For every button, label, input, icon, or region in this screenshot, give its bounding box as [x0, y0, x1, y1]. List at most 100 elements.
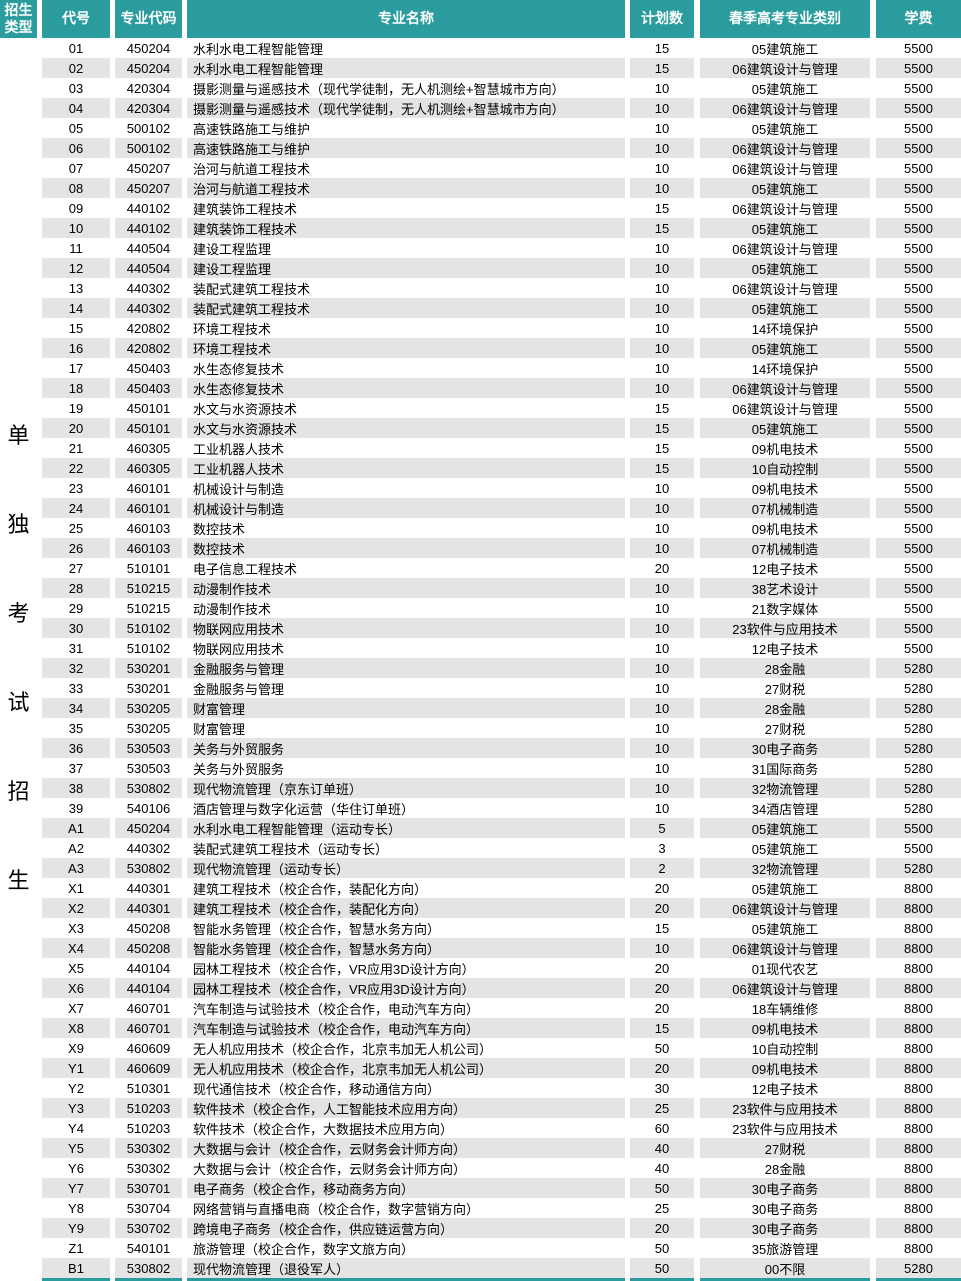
cell-plan-count: 50	[630, 1258, 694, 1278]
cell-id: Y1	[42, 1058, 110, 1078]
cell-plan-count: 10	[630, 258, 694, 278]
cell-fee: 5500	[876, 498, 961, 518]
cell-fee: 5500	[876, 818, 961, 838]
cell-id: X8	[42, 1018, 110, 1038]
cell-major-name: 装配式建筑工程技术（运动专长）	[187, 838, 625, 858]
cell-category: 27财税	[700, 678, 870, 698]
cell-category: 32物流管理	[700, 858, 870, 878]
cell-major-name: 园林工程技术（校企合作，VR应用3D设计方向）	[187, 978, 625, 998]
col-header-3: 专业代码	[115, 0, 182, 38]
cell-plan-count: 15	[630, 458, 694, 478]
cell-id: X3	[42, 918, 110, 938]
cell-fee: 8800	[876, 1098, 961, 1118]
cell-category: 06建筑设计与管理	[700, 398, 870, 418]
cell-category: 28金融	[700, 698, 870, 718]
cell-category: 05建筑施工	[700, 818, 870, 838]
cell-fee: 5500	[876, 118, 961, 138]
cell-id: 13	[42, 278, 110, 298]
cell-fee: 5280	[876, 658, 961, 678]
cell-plan-count: 15	[630, 438, 694, 458]
cell-plan-count: 10	[630, 658, 694, 678]
table-row: 37 530503 关务与外贸服务 10 31国际商务 5280	[0, 758, 961, 778]
cell-category: 06建筑设计与管理	[700, 978, 870, 998]
cell-category: 06建筑设计与管理	[700, 278, 870, 298]
cell-id: 19	[42, 398, 110, 418]
cell-plan-count: 50	[630, 1238, 694, 1258]
table-row: X2 440301 建筑工程技术（校企合作，装配化方向） 20 06建筑设计与管理 880…	[0, 898, 961, 918]
table-bottom-border	[0, 1278, 961, 1281]
admission-type-char: 生	[7, 867, 30, 893]
cell-major-code: 460101	[115, 498, 182, 518]
cell-id: 15	[42, 318, 110, 338]
cell-category: 06建筑设计与管理	[700, 198, 870, 218]
cell-id: B1	[42, 1258, 110, 1278]
cell-major-code: 450101	[115, 398, 182, 418]
cell-category: 09机电技术	[700, 478, 870, 498]
col-header-2: 代号	[42, 0, 110, 38]
cell-major-name: 现代物流管理（退役军人）	[187, 1258, 625, 1278]
cell-major-name: 网络营销与直播电商（校企合作，数字营销方向）	[187, 1198, 625, 1218]
table-row: 18 450403 水生态修复技术 10 06建筑设计与管理 5500	[0, 378, 961, 398]
cell-category: 10自动控制	[700, 458, 870, 478]
cell-fee: 5500	[876, 158, 961, 178]
cell-major-name: 建筑工程技术（校企合作，装配化方向）	[187, 878, 625, 898]
cell-plan-count: 10	[630, 318, 694, 338]
table-row: A3 530802 现代物流管理（运动专长） 2 32物流管理 5280	[0, 858, 961, 878]
cell-plan-count: 10	[630, 98, 694, 118]
cell-fee: 5500	[876, 38, 961, 58]
cell-fee: 5500	[876, 378, 961, 398]
cell-plan-count: 3	[630, 838, 694, 858]
cell-major-code: 530201	[115, 678, 182, 698]
cell-major-name: 摄影测量与遥感技术（现代学徒制，无人机测绘+智慧城市方向）	[187, 98, 625, 118]
cell-major-name: 水利水电工程智能管理	[187, 38, 625, 58]
cell-category: 21数字媒体	[700, 598, 870, 618]
cell-plan-count: 25	[630, 1198, 694, 1218]
cell-plan-count: 20	[630, 1058, 694, 1078]
cell-id: 26	[42, 538, 110, 558]
cell-major-code: 460305	[115, 458, 182, 478]
cell-fee: 5500	[876, 198, 961, 218]
admission-type-char: 招	[7, 778, 30, 804]
table-row: 12 440504 建设工程监理 10 05建筑施工 5500	[0, 258, 961, 278]
cell-major-code: 530802	[115, 858, 182, 878]
cell-major-code: 510102	[115, 618, 182, 638]
cell-fee: 5500	[876, 538, 961, 558]
cell-fee: 5500	[876, 278, 961, 298]
cell-plan-count: 15	[630, 218, 694, 238]
cell-plan-count: 20	[630, 878, 694, 898]
cell-id: X4	[42, 938, 110, 958]
cell-fee: 5500	[876, 258, 961, 278]
table-row: 20 450101 水文与水资源技术 15 05建筑施工 5500	[0, 418, 961, 438]
cell-major-name: 高速铁路施工与维护	[187, 138, 625, 158]
cell-id: 37	[42, 758, 110, 778]
cell-major-code: 460103	[115, 538, 182, 558]
cell-id: 16	[42, 338, 110, 358]
table-row: 26 460103 数控技术 10 07机械制造 5500	[0, 538, 961, 558]
table-row: X4 450208 智能水务管理（校企合作，智慧水务方向） 10 06建筑设计与管理 88…	[0, 938, 961, 958]
cell-major-code: 530205	[115, 718, 182, 738]
table-row: Y4 510203 软件技术（校企合作，大数据技术应用方向） 60 23软件与应用技术 8…	[0, 1118, 961, 1138]
cell-id: 29	[42, 598, 110, 618]
cell-fee: 5280	[876, 798, 961, 818]
cell-category: 23软件与应用技术	[700, 1098, 870, 1118]
cell-major-code: 440104	[115, 958, 182, 978]
cell-id: X7	[42, 998, 110, 1018]
cell-major-name: 数控技术	[187, 518, 625, 538]
cell-major-code: 440302	[115, 838, 182, 858]
cell-category: 05建筑施工	[700, 418, 870, 438]
cell-major-code: 450204	[115, 818, 182, 838]
cell-fee: 5280	[876, 718, 961, 738]
admission-type-char: 考	[7, 600, 30, 626]
cell-plan-count: 10	[630, 938, 694, 958]
cell-major-code: 460305	[115, 438, 182, 458]
table-row: Y8 530704 网络营销与直播电商（校企合作，数字营销方向） 25 30电子商务 88…	[0, 1198, 961, 1218]
cell-category: 18车辆维修	[700, 998, 870, 1018]
cell-major-name: 环境工程技术	[187, 318, 625, 338]
cell-plan-count: 10	[630, 338, 694, 358]
cell-id: 27	[42, 558, 110, 578]
cell-id: 25	[42, 518, 110, 538]
cell-major-code: 450208	[115, 938, 182, 958]
cell-major-name: 装配式建筑工程技术	[187, 298, 625, 318]
cell-plan-count: 10	[630, 238, 694, 258]
cell-category: 38艺术设计	[700, 578, 870, 598]
